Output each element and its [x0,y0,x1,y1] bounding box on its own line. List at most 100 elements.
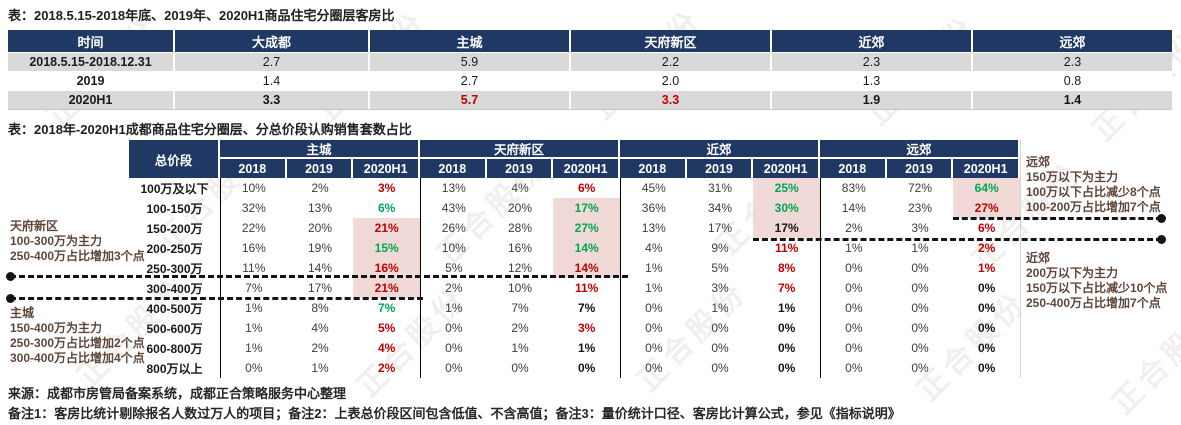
annotation-line: 150万以下占比减少10个点 [1026,281,1168,295]
table1-cell: 0.8 [973,72,1172,90]
share-value-cell: 1% [511,341,529,355]
year-header-cell: 2018 [220,159,287,178]
share-value-cell: 83% [819,178,887,198]
share-value-cell: 30% [753,198,820,218]
share-value-cell: 3% [377,181,396,195]
share-value-cell: 1% [977,261,996,275]
share-value-cell: 14% [553,258,620,278]
share-value-cell: 3% [911,221,929,235]
table1-cell: 2.3 [772,53,971,71]
table1-cell: 2.3 [973,53,1172,71]
share-value-cell: 72% [907,181,932,195]
table1-cell: 2.0 [571,72,770,90]
share-value-cell: 26% [419,218,487,238]
share-value-cell: 16% [353,258,420,278]
share-value-cell: 10% [507,281,532,295]
year-header-cell: 2020H1 [753,159,820,178]
share-value-cell: 5% [711,261,729,275]
region-header-cell: 天府新区 [419,140,620,159]
year-header-cell: 2020H1 [553,159,620,178]
share-value-cell: 7% [777,281,796,295]
share-value-cell: 31% [707,181,732,195]
region-header-cell: 近郊 [619,140,820,159]
share-value-cell: 0% [977,281,996,295]
price-band-row-label: 100-150万 [146,201,203,216]
ratio-table: 时间 大成都 主城 天府新区 近郊 远郊 2018.5.15-2018.12.31 2.7 5.… [8,30,1172,110]
share-value-cell: 3% [711,281,729,295]
share-value-cell: 1% [911,241,929,255]
table1-row-label: 2020H1 [8,91,173,109]
share-value-cell: 7% [377,301,396,315]
table1-title: 表：2018.5.15-2018年底、2019年、2020H1商品住宅分圈层客房… [8,8,395,23]
share-value-cell: 16% [507,241,532,255]
share-value-cell: 0% [619,358,687,378]
share-value-cell: 2% [819,218,887,238]
share-value-cell: 64% [953,178,1020,198]
share-value-cell: 3% [577,321,596,335]
share-value-cell: 1% [619,258,687,278]
share-value-cell: 6% [577,181,596,195]
share-value-cell: 17% [553,198,620,218]
share-value-cell: 11% [220,258,287,278]
share-value-cell: 0% [220,358,287,378]
year-header-cell: 2018 [419,159,487,178]
share-value-cell: 4% [377,341,396,355]
share-value-cell: 0% [977,361,996,375]
annotation-line: 150-400万为主力 [10,321,103,335]
annotation-line: 主城 [10,306,35,320]
share-value-cell: 0% [977,301,996,315]
share-value-cell: 1% [819,238,887,258]
region-header-cell: 远郊 [819,140,1020,159]
annotation-line: 100万以下占比减少8个点 [1026,185,1161,199]
table1-cell: 1.3 [772,72,971,90]
share-value-cell: 43% [419,198,487,218]
share-value-cell: 23% [907,201,932,215]
table1-header-cell: 时间 [8,30,173,52]
table1-row-label: 2018.5.15-2018.12.31 [8,53,173,71]
year-header-cell: 2019 [286,159,354,178]
share-value-cell: 2% [419,278,487,298]
share-value-cell: 21% [353,218,420,238]
share-value-cell: 0% [619,298,687,318]
table1-cell: 2.2 [571,53,770,71]
annotation-yuanjiao: 远郊 150万以下为主力 100万以下占比减少8个点 100-200万占比增加7… [1026,155,1161,215]
share-value-cell: 11% [774,241,799,255]
annotation-line: 250-400万占比增加7个点 [1026,296,1161,310]
dashed-line-tianfu [6,272,628,281]
share-value-cell: 17% [707,221,732,235]
line-endpoint-dot [6,294,15,303]
share-value-cell: 0% [777,361,796,375]
table1-cell: 2.7 [175,53,368,71]
share-value-cell: 16% [220,238,287,258]
price-band-table: 总价段 主城 天府新区 近郊 远郊 2018 2019 2020H1 2018 2019 2020H… [129,140,1021,378]
share-value-cell: 4% [311,321,329,335]
share-value-cell: 0% [911,301,929,315]
table1-cell: 5.7 [370,91,569,109]
share-value-cell: 7% [511,301,529,315]
share-value-cell: 0% [619,318,687,338]
share-value-cell: 0% [819,338,887,358]
share-value-cell: 13% [419,178,487,198]
share-value-cell: 25% [753,178,820,198]
share-value-cell: 0% [819,258,887,278]
share-value-cell: 0% [577,361,596,375]
annotation-tianfuxinqu: 天府新区 100-300万为主力 250-400万占比增加3个点 [10,219,145,264]
annotation-line: 天府新区 [10,219,59,233]
share-value-cell: 20% [507,201,532,215]
share-value-cell: 22% [220,218,287,238]
share-value-cell: 8% [311,301,329,315]
price-band-row-label: 100万及以下 [140,181,209,196]
share-value-cell: 0% [819,298,887,318]
share-value-cell: 2% [311,181,329,195]
share-value-cell: 36% [619,198,687,218]
share-value-cell: 27% [953,198,1020,218]
price-band-row-label: 800万以上 [146,361,203,376]
dashed-line-jinjiao [753,235,1166,244]
table1-cell: 1.9 [772,91,971,109]
share-value-cell: 2% [377,361,396,375]
source-line: 来源：成都市房管局备案系统，成都正合策略服务中心整理 [8,386,347,401]
share-value-cell: 0% [977,321,996,335]
price-band-row-label: 200-250万 [146,241,203,256]
table1-cell: 1.4 [175,72,368,90]
